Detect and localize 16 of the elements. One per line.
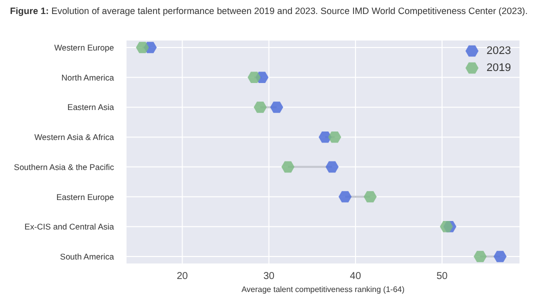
x-axis-title: Average talent competitiveness ranking (1-64) [241, 285, 405, 294]
x-tick-label: 30 [263, 271, 275, 282]
y-tick-label: Ex-CIS and Central Asia [24, 222, 114, 232]
legend-label: 2023 [486, 45, 511, 57]
y-tick-label: Western Asia & Africa [34, 132, 114, 142]
y-tick-label: Eastern Asia [67, 102, 114, 112]
y-tick-label: Southern Asia & the Pacific [14, 162, 114, 172]
x-tick-label: 20 [176, 271, 188, 282]
y-tick-label: South America [60, 252, 114, 262]
x-tick-label: 40 [350, 271, 362, 282]
legend-label: 2019 [486, 62, 511, 74]
y-tick-label: Eastern Europe [56, 192, 114, 202]
x-tick-label: 50 [436, 271, 448, 282]
y-tick-label: North America [61, 72, 114, 82]
y-tick-label: Western Europe [54, 42, 114, 52]
chart-title: Figure 1: Evolution of average talent performance between 2019 and 2023. Source IMD World Competitiveness Center (2023). [10, 6, 528, 16]
